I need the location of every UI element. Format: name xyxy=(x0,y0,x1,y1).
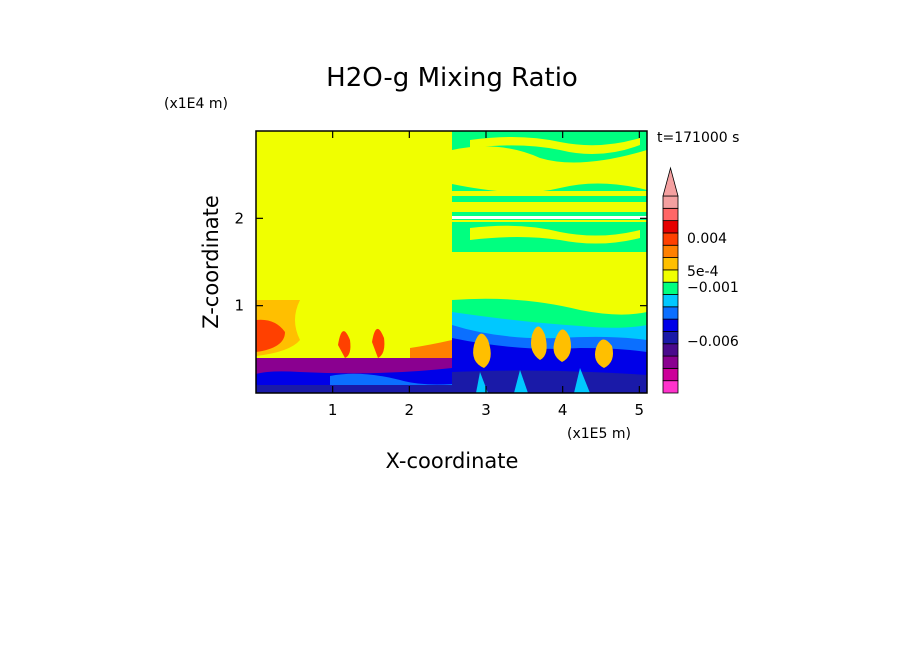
colorbar-label: −0.001 xyxy=(687,280,739,296)
x-tick-label: 3 xyxy=(481,401,491,419)
colorbar-label: −0.006 xyxy=(687,334,739,350)
colorbar-swatch xyxy=(662,294,679,308)
colorbar-swatch xyxy=(662,207,679,222)
colorbar-swatch xyxy=(662,331,679,345)
colorbar-labels: 0.004 5e-4−0.001 −0.006 xyxy=(687,231,739,350)
colorbar-swatch xyxy=(662,380,679,394)
colorbar-swatch xyxy=(662,257,679,271)
colorbar-swatch xyxy=(662,318,679,332)
colorbar-swatch xyxy=(662,269,679,283)
x-axis-label: X-coordinate xyxy=(386,449,519,473)
y-tick-label: 2 xyxy=(234,209,244,227)
x-tick-label: 4 xyxy=(558,401,568,419)
heatmap-field xyxy=(256,131,647,393)
x-tick-label: 1 xyxy=(328,401,338,419)
colorbar-swatch xyxy=(662,343,679,357)
colorbar-swatch xyxy=(662,306,679,320)
colorbar-swatch xyxy=(662,232,679,246)
colorbar-label: 0.004 xyxy=(687,231,727,247)
y-axis-label: Z-coordinate xyxy=(199,195,223,329)
x-ticks: 1 2 3 4 5 xyxy=(328,131,644,419)
x-tick-label: 2 xyxy=(405,401,415,419)
x-tick-label: 5 xyxy=(635,401,645,419)
x-unit-label: (x1E5 m) xyxy=(567,426,631,442)
time-label: t=171000 s xyxy=(657,130,739,146)
y-unit-label: (x1E4 m) xyxy=(164,96,228,112)
y-tick-label: 1 xyxy=(234,297,244,315)
chart-title: H2O-g Mixing Ratio xyxy=(326,63,578,93)
colorbar-label: 5e-4 xyxy=(687,264,719,280)
colorbar-swatch xyxy=(662,367,679,382)
y-ticks: 12 xyxy=(234,209,647,315)
colorbar-swatch xyxy=(662,220,679,234)
colorbar-extend-arrow xyxy=(662,166,679,197)
colorbar-swatch xyxy=(662,244,679,258)
colorbar xyxy=(662,166,679,394)
colorbar-swatch xyxy=(662,195,679,209)
colorbar-swatch xyxy=(662,281,679,295)
colorbar-swatch xyxy=(662,355,679,369)
